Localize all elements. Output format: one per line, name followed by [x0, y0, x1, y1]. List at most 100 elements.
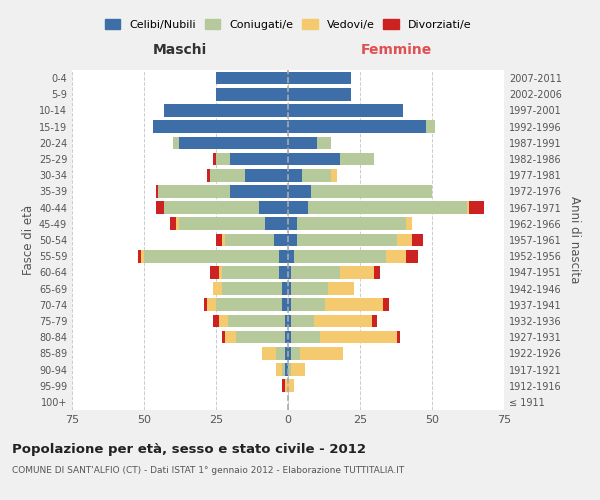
Bar [176, 218, 179, 230]
Bar [224, 331, 236, 344]
Bar [406, 218, 412, 230]
Bar [141, 250, 144, 262]
Bar [331, 169, 337, 181]
Bar [397, 331, 400, 344]
Bar [170, 218, 176, 230]
Bar [208, 298, 216, 311]
Bar [288, 314, 291, 328]
Bar [288, 120, 426, 133]
Bar [291, 314, 314, 328]
Y-axis label: Fasce di età: Fasce di età [22, 205, 35, 275]
Bar [216, 88, 288, 101]
Bar [288, 282, 291, 295]
Bar [288, 152, 340, 166]
Bar [138, 250, 141, 262]
Text: Popolazione per età, sesso e stato civile - 2012: Popolazione per età, sesso e stato civil… [12, 442, 366, 456]
Bar [208, 169, 210, 181]
Bar [288, 234, 296, 246]
Bar [311, 185, 432, 198]
Bar [371, 314, 377, 328]
Bar [285, 331, 288, 344]
Bar [296, 234, 397, 246]
Bar [291, 347, 299, 360]
Bar [259, 202, 288, 214]
Bar [288, 380, 294, 392]
Bar [262, 347, 277, 360]
Bar [222, 282, 282, 295]
Bar [328, 282, 354, 295]
Bar [383, 298, 389, 311]
Bar [224, 234, 274, 246]
Bar [245, 169, 288, 181]
Bar [213, 152, 216, 166]
Bar [152, 120, 288, 133]
Bar [179, 136, 288, 149]
Bar [340, 152, 374, 166]
Bar [291, 298, 325, 311]
Bar [230, 152, 288, 166]
Bar [288, 136, 317, 149]
Bar [314, 314, 371, 328]
Bar [291, 363, 305, 376]
Bar [210, 169, 245, 181]
Bar [374, 266, 380, 278]
Bar [288, 250, 294, 262]
Bar [274, 234, 288, 246]
Bar [216, 298, 282, 311]
Bar [302, 169, 331, 181]
Bar [210, 266, 219, 278]
Bar [288, 331, 291, 344]
Bar [288, 363, 291, 376]
Bar [236, 331, 285, 344]
Bar [397, 234, 412, 246]
Bar [222, 331, 224, 344]
Bar [227, 314, 285, 328]
Text: Femmine: Femmine [361, 43, 431, 57]
Bar [285, 347, 288, 360]
Bar [280, 266, 288, 278]
Bar [222, 234, 224, 246]
Bar [216, 234, 222, 246]
Bar [291, 282, 328, 295]
Bar [213, 314, 219, 328]
Bar [288, 202, 308, 214]
Bar [469, 202, 484, 214]
Bar [285, 314, 288, 328]
Bar [288, 104, 403, 117]
Bar [288, 218, 296, 230]
Legend: Celibi/Nubili, Coniugati/e, Vedovi/e, Divorziati/e: Celibi/Nubili, Coniugati/e, Vedovi/e, Di… [100, 14, 476, 34]
Text: Maschi: Maschi [153, 43, 207, 57]
Bar [288, 298, 291, 311]
Bar [282, 380, 285, 392]
Bar [291, 266, 340, 278]
Bar [216, 72, 288, 85]
Bar [285, 380, 288, 392]
Text: COMUNE DI SANT'ALFIO (CT) - Dati ISTAT 1° gennaio 2012 - Elaborazione TUTTITALIA: COMUNE DI SANT'ALFIO (CT) - Dati ISTAT 1… [12, 466, 404, 475]
Bar [173, 136, 179, 149]
Bar [282, 363, 285, 376]
Bar [325, 298, 383, 311]
Bar [320, 331, 397, 344]
Bar [282, 298, 288, 311]
Bar [280, 250, 288, 262]
Bar [216, 152, 230, 166]
Bar [288, 185, 311, 198]
Bar [219, 266, 222, 278]
Bar [288, 88, 352, 101]
Bar [406, 250, 418, 262]
Bar [282, 282, 288, 295]
Bar [317, 136, 331, 149]
Bar [386, 250, 406, 262]
Bar [426, 120, 435, 133]
Y-axis label: Anni di nascita: Anni di nascita [568, 196, 581, 284]
Bar [285, 363, 288, 376]
Bar [144, 250, 280, 262]
Bar [412, 234, 424, 246]
Bar [219, 314, 227, 328]
Bar [213, 282, 222, 295]
Bar [277, 347, 285, 360]
Bar [291, 331, 320, 344]
Bar [288, 347, 291, 360]
Bar [467, 202, 469, 214]
Bar [155, 185, 158, 198]
